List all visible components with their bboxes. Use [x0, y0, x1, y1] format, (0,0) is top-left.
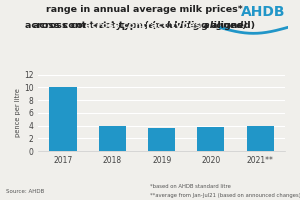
Text: (excluding aligned): (excluding aligned) — [144, 21, 248, 30]
Text: across contract types: across contract types — [85, 21, 203, 30]
Text: **average from Jan-Jul21 (based on announced changes): **average from Jan-Jul21 (based on annou… — [150, 193, 300, 198]
Text: across contract types (excluding aligned): across contract types (excluding aligned… — [33, 21, 255, 30]
Bar — [197, 127, 224, 151]
Bar — [247, 126, 274, 151]
Text: Source: AHDB: Source: AHDB — [6, 189, 44, 194]
Text: across contract types: across contract types — [25, 21, 144, 30]
Text: range in annual average milk prices*: range in annual average milk prices* — [46, 5, 242, 14]
Y-axis label: pence per litre: pence per litre — [15, 88, 21, 137]
Text: AHDB: AHDB — [241, 5, 285, 19]
Bar — [50, 87, 76, 151]
Bar — [148, 128, 175, 151]
Bar — [99, 126, 126, 151]
Text: *based on AHDB standard litre: *based on AHDB standard litre — [150, 184, 231, 189]
